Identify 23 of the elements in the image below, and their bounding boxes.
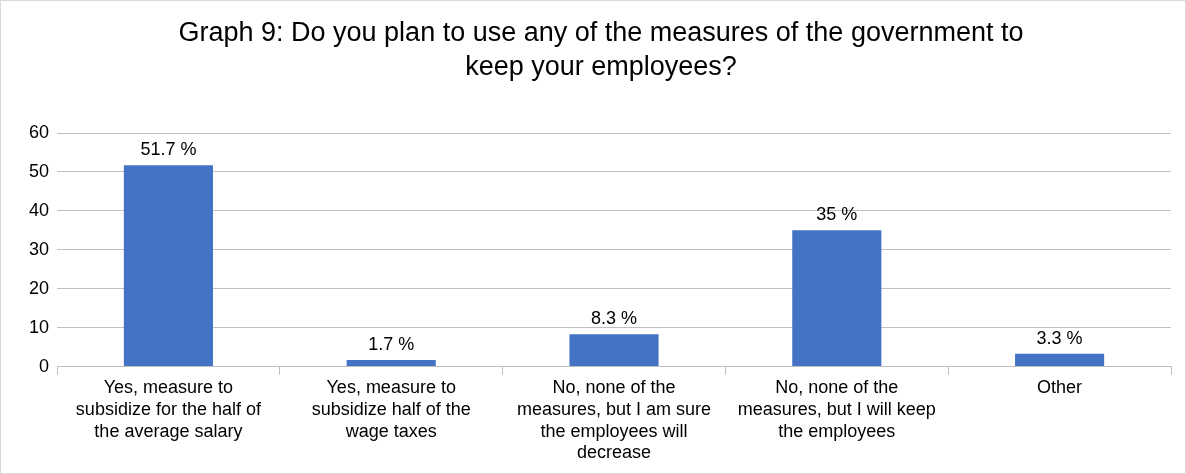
x-tick-label: Yes, measure to subsidize for the half of the average salary — [75, 377, 262, 441]
data-label: 35 % — [816, 204, 858, 225]
data-label: 3.3 % — [1036, 327, 1083, 348]
y-tick-label: 50 — [28, 160, 50, 181]
y-tick-label: 60 — [28, 121, 50, 142]
x-tick-label: No, none of the measures, but I am sure the employees will decrease — [516, 377, 712, 463]
bar — [123, 165, 213, 367]
y-tick-label: 0 — [39, 355, 50, 376]
y-tick-label: 20 — [28, 277, 50, 298]
bar — [792, 230, 882, 367]
bar — [1015, 353, 1105, 367]
data-label: 8.3 % — [591, 308, 638, 329]
x-tick-label: Yes, measure to subsidize half of the wage taxes — [311, 377, 471, 441]
x-tick-label: Other — [1037, 377, 1083, 398]
bar — [569, 334, 659, 367]
bar — [346, 359, 436, 367]
x-tick-label: No, none of the measures, but I will keep the employees — [737, 377, 936, 441]
y-tick-label: 40 — [28, 199, 50, 220]
data-label: 51.7 % — [140, 139, 197, 160]
y-tick-label: 10 — [28, 316, 50, 337]
data-label: 1.7 % — [368, 333, 415, 354]
chart-title: Graph 9: Do you plan to use any of the measures of the government to keep your employees? — [177, 16, 1025, 83]
y-tick-label: 30 — [28, 238, 50, 259]
